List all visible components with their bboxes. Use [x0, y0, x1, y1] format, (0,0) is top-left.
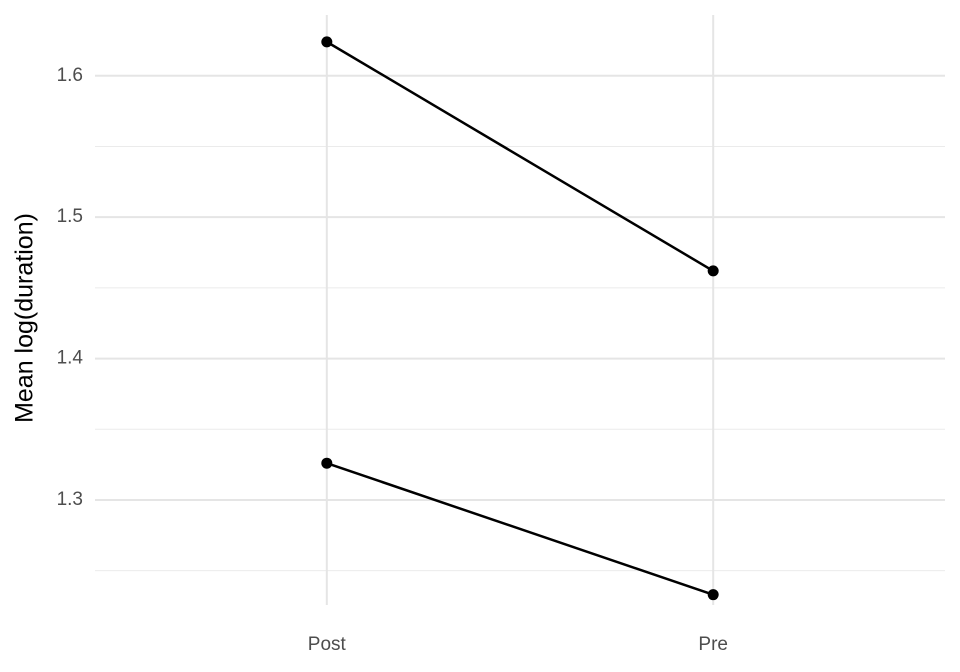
point: [321, 36, 333, 48]
point: [707, 265, 719, 277]
y-tick-label: 1.6: [57, 65, 83, 86]
x-tick-label: Pre: [698, 634, 728, 655]
y-axis-title: Mean log(duration): [11, 213, 39, 423]
x-tick-label: Post: [308, 634, 347, 655]
y-tick-label: 1.4: [57, 348, 84, 369]
line: [326, 462, 714, 596]
point: [321, 457, 333, 469]
y-tick-label: 1.3: [57, 489, 83, 510]
y-tick-label: 1.5: [57, 206, 83, 227]
line: [326, 40, 714, 272]
point: [707, 589, 719, 601]
